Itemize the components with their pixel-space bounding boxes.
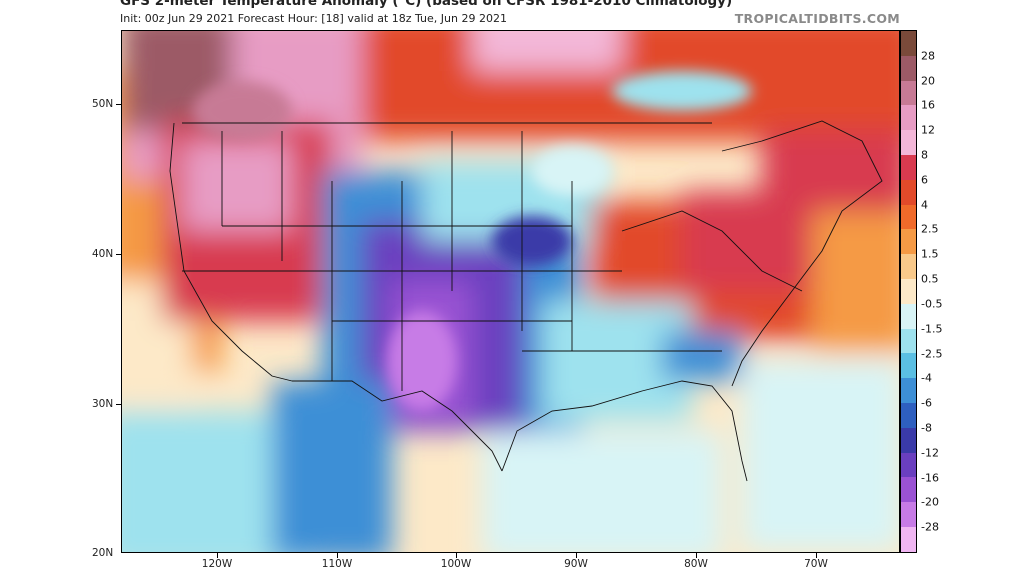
colorbar-label: 4: [921, 198, 928, 212]
colorbar-segment: [901, 427, 916, 453]
lon-label-120w: 120W: [201, 558, 233, 570]
colorbar-segment: [901, 55, 916, 81]
colorbar-label: 1.5: [921, 247, 939, 261]
colorbar-segment: [901, 154, 916, 180]
colorbar-segment: [901, 31, 916, 56]
colorbar-segment: [901, 378, 916, 403]
colorbar-label: -12: [921, 446, 939, 460]
lon-label-80w: 80W: [684, 558, 708, 570]
lon-label-90w: 90W: [564, 558, 588, 570]
colorbar-segment: [901, 452, 916, 478]
colorbar-label: 16: [921, 98, 935, 112]
colorbar-segment: [901, 179, 916, 205]
lon-tick: [456, 553, 457, 558]
lon-tick: [217, 553, 218, 558]
colorbar-label: 12: [921, 123, 935, 137]
brand-watermark[interactable]: TROPICALTIDBITS.COM: [734, 11, 900, 26]
lon-tick: [696, 553, 697, 558]
map-subtitle: Init: 00z Jun 29 2021 Forecast Hour: [18…: [120, 12, 507, 25]
colorbar-label: -0.5: [921, 297, 943, 311]
lat-tick: [116, 404, 121, 405]
colorbar-label: -4: [921, 371, 932, 385]
colorbar-segment: [901, 353, 916, 379]
temperature-anomaly-map: [121, 30, 900, 553]
colorbar-label: -2.5: [921, 347, 943, 361]
colorbar-segment: [901, 402, 916, 428]
lat-label-40n: 40N: [92, 248, 114, 260]
colorbar-label: -16: [921, 471, 939, 485]
colorbar-segment: [901, 278, 916, 304]
colorbar-label: 6: [921, 173, 928, 187]
colorbar-segment: [901, 130, 916, 155]
lon-label-110w: 110W: [321, 558, 353, 570]
colorbar-segment: [901, 303, 916, 329]
lat-label-20n: 20N: [92, 547, 114, 559]
colorbar-label: -20: [921, 495, 939, 509]
lon-tick: [337, 553, 338, 558]
colorbar-label: 28: [921, 49, 935, 63]
colorbar-segment: [901, 80, 916, 106]
lat-label-50n: 50N: [92, 98, 114, 110]
colorbar-segment: [901, 204, 916, 230]
colorbar-label: -1.5: [921, 322, 943, 336]
lat-label-30n: 30N: [92, 398, 114, 410]
colorbar-segment: [901, 477, 916, 503]
colorbar-segment: [901, 229, 916, 255]
state-borders: [169, 120, 883, 482]
lon-tick: [576, 553, 577, 558]
colorbar-segment: [901, 105, 916, 131]
colorbar-label: -6: [921, 396, 932, 410]
map-title: GFS 2-meter Temperature Anomaly (°C) (ba…: [120, 0, 733, 9]
lat-tick: [116, 254, 121, 255]
colorbar-label: -28: [921, 520, 939, 534]
map-canvas: [122, 31, 899, 552]
colorbar-segment: [901, 328, 916, 354]
colorbar-label: 8: [921, 148, 928, 162]
colorbar-label: 0.5: [921, 272, 939, 286]
colorbar-label: 20: [921, 74, 935, 88]
colorbar-label: 2.5: [921, 222, 939, 236]
colorbar: [900, 30, 917, 553]
colorbar-segment: [901, 502, 916, 527]
lon-tick: [816, 553, 817, 558]
lon-label-100w: 100W: [440, 558, 472, 570]
lat-tick: [116, 104, 121, 105]
colorbar-segment: [901, 254, 916, 279]
lon-label-70w: 70W: [804, 558, 828, 570]
colorbar-label: -8: [921, 421, 932, 435]
colorbar-segment: [901, 526, 916, 552]
